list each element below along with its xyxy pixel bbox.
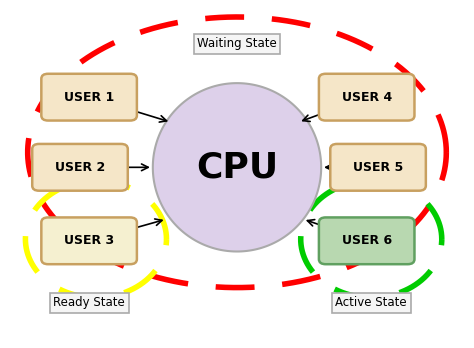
Text: CPU: CPU bbox=[196, 150, 278, 184]
Text: USER 1: USER 1 bbox=[64, 91, 114, 104]
Text: Ready State: Ready State bbox=[53, 296, 125, 309]
Text: USER 4: USER 4 bbox=[342, 91, 392, 104]
FancyBboxPatch shape bbox=[41, 74, 137, 120]
Text: Waiting State: Waiting State bbox=[197, 37, 277, 50]
Text: USER 3: USER 3 bbox=[64, 234, 114, 247]
Text: USER 5: USER 5 bbox=[353, 161, 403, 174]
Text: USER 6: USER 6 bbox=[342, 234, 392, 247]
FancyBboxPatch shape bbox=[32, 144, 128, 191]
FancyBboxPatch shape bbox=[319, 218, 414, 264]
FancyBboxPatch shape bbox=[41, 218, 137, 264]
Polygon shape bbox=[153, 83, 321, 252]
Text: USER 2: USER 2 bbox=[55, 161, 105, 174]
Text: Active State: Active State bbox=[336, 296, 407, 309]
FancyBboxPatch shape bbox=[330, 144, 426, 191]
FancyBboxPatch shape bbox=[319, 74, 414, 120]
